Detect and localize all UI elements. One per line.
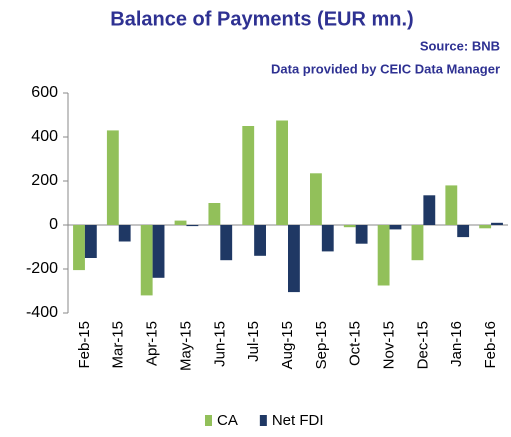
legend-swatch — [259, 415, 267, 426]
bar — [174, 220, 187, 225]
y-tick-label: -200 — [26, 260, 58, 277]
bar — [106, 130, 119, 225]
bar — [152, 225, 165, 278]
bar — [479, 225, 492, 229]
legend-swatch — [205, 415, 212, 426]
x-tick-label: Nov-15 — [381, 321, 398, 369]
bar — [208, 203, 221, 225]
y-tick-label: 0 — [49, 216, 58, 233]
x-tick-label: Jun-15 — [211, 321, 228, 367]
x-tick-label: Jul-15 — [245, 321, 262, 362]
bar — [118, 225, 131, 242]
x-tick-label: Sep-15 — [313, 321, 330, 369]
bar — [457, 225, 470, 238]
y-tick-label: 400 — [31, 128, 58, 145]
bar — [84, 225, 97, 258]
bar — [73, 225, 85, 271]
bar — [186, 225, 199, 227]
bar — [242, 126, 255, 225]
bar — [423, 195, 436, 225]
chart-subtitle: Source: BNB — [420, 38, 500, 53]
x-tick-label: Mar-15 — [110, 321, 127, 369]
bar — [310, 173, 322, 225]
x-tick-label: Apr-15 — [144, 321, 161, 366]
x-tick-label: Feb-15 — [76, 321, 93, 369]
bar — [491, 222, 503, 225]
x-tick-label: Feb-16 — [482, 321, 499, 369]
bar — [140, 225, 153, 296]
x-tick-label: May-15 — [177, 321, 194, 371]
annotation: Data provided by CEIC Data Manager — [271, 61, 500, 76]
y-tick-label: 600 — [31, 84, 58, 101]
bar — [389, 225, 402, 230]
x-tick-label: Jan-16 — [448, 321, 465, 367]
bar — [288, 225, 300, 293]
chart-title: Balance of Payments (EUR mn.) — [110, 8, 413, 30]
x-tick-label: Oct-15 — [347, 321, 364, 366]
bar — [276, 120, 288, 225]
bar — [377, 225, 390, 286]
bar — [445, 185, 458, 225]
legend-label: Net FDI — [272, 412, 324, 429]
bar — [343, 225, 356, 228]
bar — [220, 225, 233, 261]
y-tick-label: -400 — [26, 304, 58, 321]
x-tick-label: Aug-15 — [279, 321, 296, 369]
x-tick-label: Dec-15 — [414, 321, 431, 369]
legend-label: CA — [217, 412, 238, 429]
y-tick-label: 200 — [31, 172, 58, 189]
bar — [321, 225, 334, 252]
bar — [254, 225, 266, 256]
bar — [355, 225, 368, 244]
bar — [411, 225, 424, 261]
